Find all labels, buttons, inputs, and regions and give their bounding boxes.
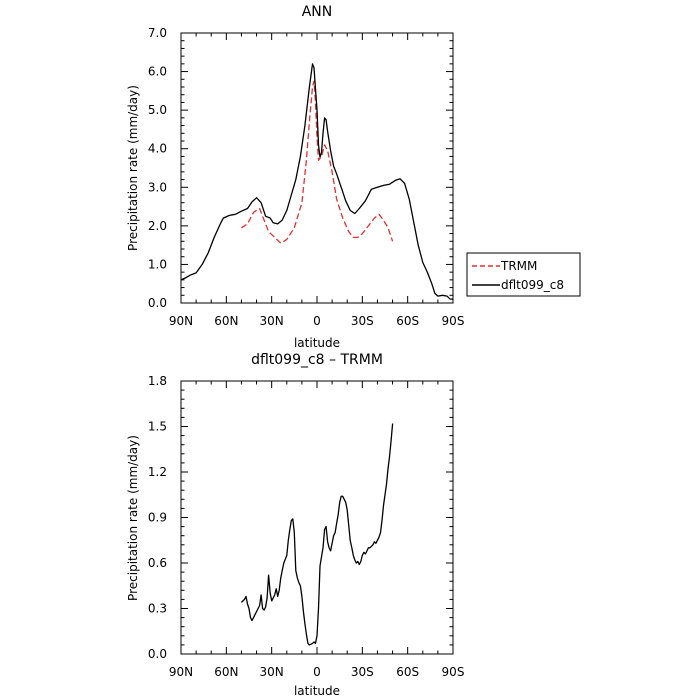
bottom-x-axis-label: latitude [294, 684, 340, 698]
x-tick-label: 30S [351, 314, 374, 328]
x-tick-label: 60S [396, 665, 419, 679]
bottom-series-group [240, 423, 394, 646]
bottom-x-tick-labels: 90N 60N 30N 0 30S 60S 90S [169, 665, 465, 679]
series-line-difference [240, 423, 394, 646]
x-tick-label: 30S [351, 665, 374, 679]
x-tick-label: 60S [396, 314, 419, 328]
bottom-x-ticks [180, 381, 454, 654]
x-tick-label: 90N [169, 314, 193, 328]
x-tick-label: 60N [214, 314, 238, 328]
series-line-dflt099-c8 [180, 63, 453, 300]
y-tick-label: 0.0 [148, 296, 167, 310]
y-tick-label: 0.3 [148, 602, 167, 616]
x-tick-label: 30N [260, 314, 284, 328]
y-tick-label: 4.0 [148, 142, 167, 156]
x-tick-label: 0 [313, 314, 321, 328]
top-y-tick-labels: 0.0 1.0 2.0 3.0 4.0 5.0 6.0 7.0 [148, 26, 167, 310]
top-x-ticks [180, 33, 454, 303]
y-tick-label: 1.8 [148, 374, 167, 388]
top-y-axis-label: Precipitation rate (mm/day) [126, 85, 140, 251]
y-tick-label: 6.0 [148, 65, 167, 79]
y-tick-label: 0.6 [148, 556, 167, 570]
top-x-axis-label: latitude [294, 336, 340, 350]
top-x-tick-labels: 90N 60N 30N 0 30S 60S 90S [169, 314, 465, 328]
bottom-y-ticks [181, 380, 453, 655]
bottom-panel: dflt099_c8 – TRMM 90N 60N 30N 0 30S 60S 90S 0.… [126, 352, 464, 698]
y-tick-label: 0.0 [148, 647, 167, 661]
bottom-y-tick-labels: 0.0 0.3 0.6 0.9 1.2 1.5 1.8 [148, 374, 167, 661]
y-tick-label: 2.0 [148, 219, 167, 233]
y-tick-label: 3.0 [148, 180, 167, 194]
legend-label-dflt099-c8: dflt099_c8 [501, 278, 564, 292]
y-tick-label: 5.0 [148, 103, 167, 117]
x-tick-label: 90S [442, 314, 465, 328]
y-tick-label: 0.9 [148, 511, 167, 525]
bottom-title: dflt099_c8 – TRMM [251, 352, 383, 368]
x-tick-label: 0 [313, 665, 321, 679]
top-title: ANN [302, 4, 333, 20]
top-series-group [180, 63, 453, 300]
top-y-ticks [181, 32, 453, 304]
legend-box [466, 252, 581, 297]
x-tick-label: 60N [214, 665, 238, 679]
x-tick-label: 90S [442, 665, 465, 679]
x-tick-label: 90N [169, 665, 193, 679]
y-tick-label: 7.0 [148, 26, 167, 40]
series-line-trmm [241, 80, 394, 244]
y-tick-label: 1.2 [148, 465, 167, 479]
top-panel: ANN 90N 60N 30N 0 30S 60S 90S 0.0 1.0 2.0 3.0 4.0 5… [126, 4, 464, 350]
bottom-plot-frame [180, 380, 454, 655]
bottom-y-axis-label: Precipitation rate (mm/day) [126, 435, 140, 601]
y-tick-label: 1.0 [148, 257, 167, 271]
x-tick-label: 30N [260, 665, 284, 679]
legend: TRMM dflt099_c8 [466, 252, 581, 297]
legend-label-trmm: TRMM [500, 259, 537, 273]
y-tick-label: 1.5 [148, 420, 167, 434]
top-plot-frame [180, 32, 454, 304]
